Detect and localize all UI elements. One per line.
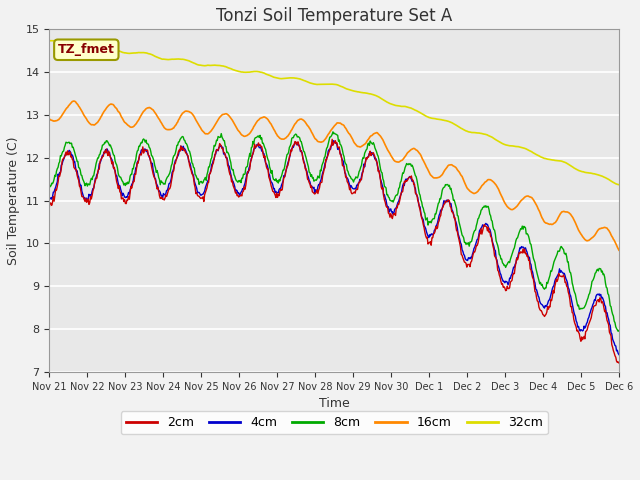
Line: 8cm: 8cm: [49, 132, 619, 331]
Line: 32cm: 32cm: [49, 40, 619, 185]
32cm: [203, 62, 211, 68]
4cm: [421, 224, 429, 230]
2cm: [202, 188, 210, 193]
8cm: [421, 211, 429, 216]
8cm: [615, 327, 623, 333]
32cm: [115, 48, 123, 54]
16cm: [404, 149, 412, 155]
32cm: [173, 56, 180, 62]
2cm: [328, 136, 336, 142]
16cm: [115, 109, 123, 115]
8cm: [56, 159, 63, 165]
4cm: [404, 176, 412, 181]
2cm: [56, 173, 63, 179]
16cm: [615, 247, 623, 253]
Text: TZ_fmet: TZ_fmet: [58, 43, 115, 56]
16cm: [173, 120, 180, 126]
8cm: [404, 162, 412, 168]
2cm: [615, 360, 623, 366]
4cm: [330, 138, 337, 144]
2cm: [421, 229, 429, 235]
Legend: 2cm, 4cm, 8cm, 16cm, 32cm: 2cm, 4cm, 8cm, 16cm, 32cm: [120, 411, 548, 434]
Line: 16cm: 16cm: [49, 101, 619, 250]
8cm: [172, 147, 180, 153]
32cm: [56, 37, 63, 43]
4cm: [202, 182, 210, 188]
8cm: [329, 129, 337, 135]
X-axis label: Time: Time: [319, 397, 349, 410]
32cm: [60, 37, 67, 43]
16cm: [56, 116, 63, 121]
32cm: [404, 105, 412, 110]
8cm: [202, 178, 210, 183]
Title: Tonzi Soil Temperature Set A: Tonzi Soil Temperature Set A: [216, 7, 452, 25]
4cm: [45, 195, 53, 201]
32cm: [421, 113, 429, 119]
16cm: [70, 98, 77, 104]
2cm: [45, 204, 53, 210]
2cm: [172, 157, 180, 163]
2cm: [404, 176, 412, 181]
16cm: [421, 161, 429, 167]
32cm: [615, 182, 623, 188]
16cm: [45, 117, 53, 122]
8cm: [45, 185, 53, 191]
4cm: [115, 181, 122, 187]
4cm: [615, 352, 623, 358]
2cm: [115, 186, 122, 192]
32cm: [45, 38, 53, 44]
Y-axis label: Soil Temperature (C): Soil Temperature (C): [7, 136, 20, 265]
Line: 2cm: 2cm: [49, 139, 619, 363]
4cm: [172, 157, 180, 163]
16cm: [203, 131, 211, 137]
8cm: [115, 171, 122, 177]
Line: 4cm: 4cm: [49, 141, 619, 355]
8cm: [614, 328, 622, 334]
4cm: [56, 170, 63, 176]
